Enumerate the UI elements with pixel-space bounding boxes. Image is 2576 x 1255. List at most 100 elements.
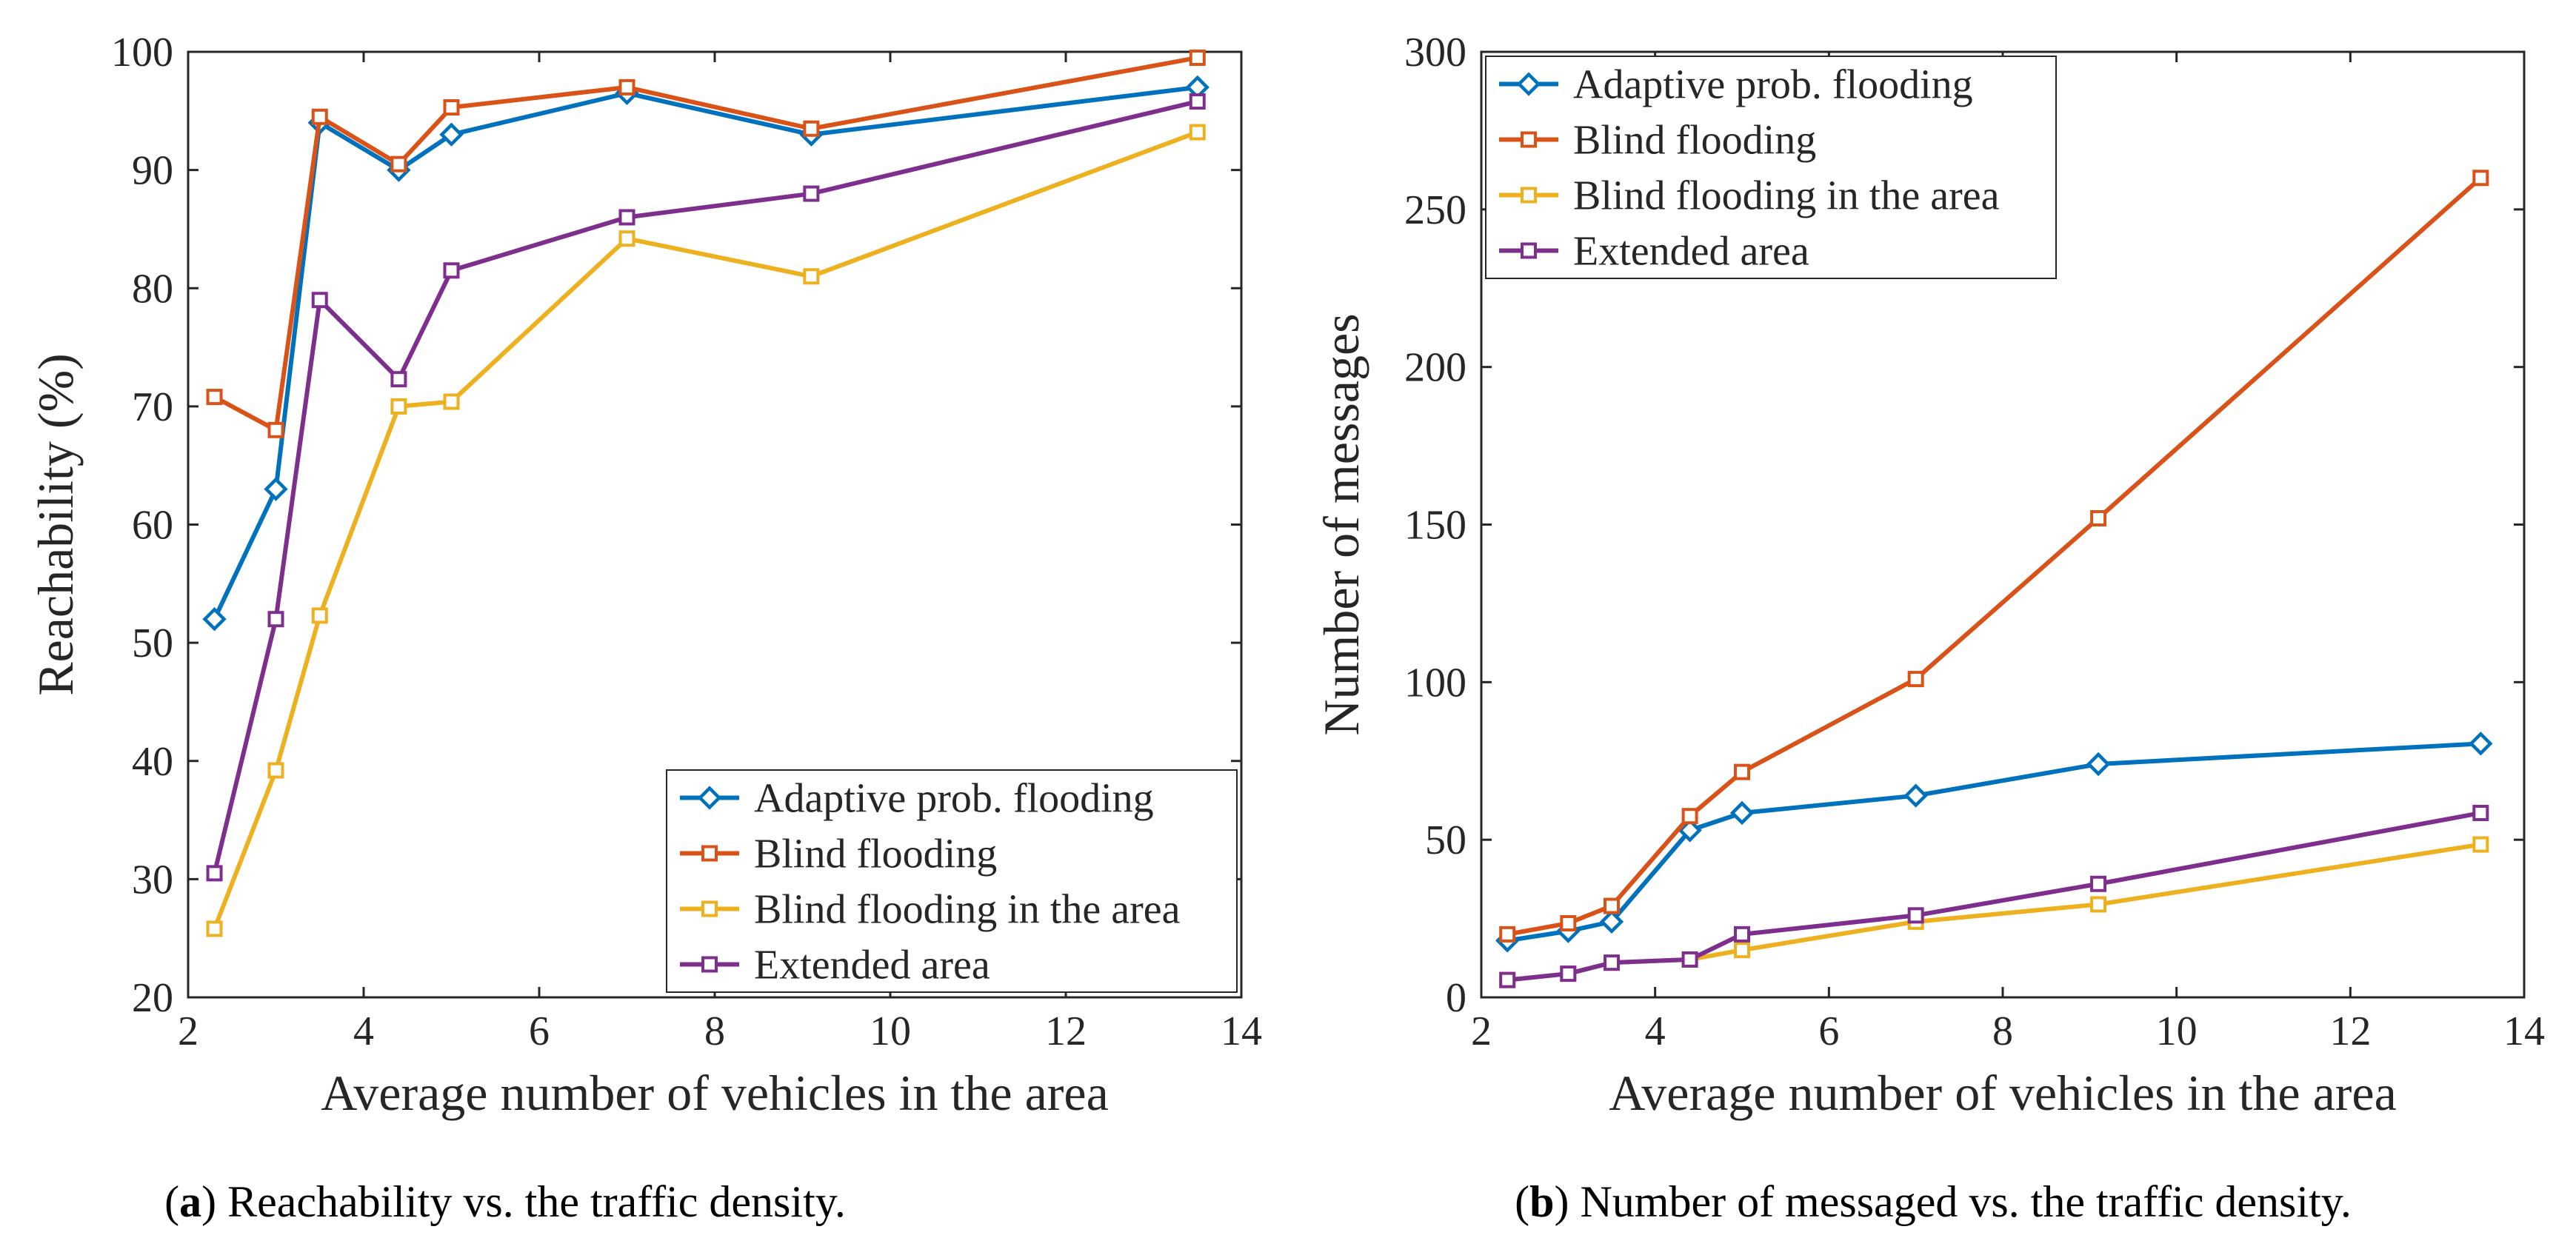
data-point-square [1734, 942, 1750, 959]
data-point-square [443, 393, 460, 410]
series-line [212, 84, 1198, 620]
x-tick-label: 6 [529, 1008, 550, 1054]
data-point-square [1189, 49, 1206, 66]
caption-a-open-paren: ( [164, 1177, 179, 1226]
legend-marker-square [701, 900, 718, 917]
x-tick-label: 2 [1471, 1008, 1492, 1054]
legend-label: Blind flooding [1573, 118, 1816, 164]
data-point-square [2090, 875, 2107, 892]
caption-b-open-paren: ( [1515, 1177, 1529, 1226]
series-line [212, 130, 1198, 930]
x-tick-label: 4 [1645, 1008, 1666, 1054]
y-axis-label: Reachability (%) [27, 353, 84, 696]
caption-b: (b) Number of messaged vs. the traffic d… [1515, 1177, 2352, 1226]
data-point-square [1604, 897, 1620, 914]
data-point-square [390, 371, 407, 388]
y-axis-label: Number of messages [1313, 313, 1369, 735]
caption-a: (a) Reachability vs. the traffic density… [164, 1177, 846, 1226]
legend-marker-diamond [697, 786, 722, 810]
data-point-diamond [1729, 800, 1755, 826]
data-point-square [1604, 954, 1620, 971]
legend-marker-diamond [1516, 72, 1541, 96]
x-tick-label: 12 [1045, 1008, 1087, 1054]
data-point-square [390, 398, 407, 415]
y-tick-label: 60 [132, 503, 173, 549]
data-point-square [311, 607, 328, 624]
y-tick-label: 100 [111, 30, 173, 76]
data-point-square [443, 262, 460, 279]
data-point-diamond [2086, 752, 2111, 777]
data-point-square [618, 209, 635, 226]
data-point-square [267, 611, 284, 628]
x-tick-label: 8 [1992, 1008, 2013, 1054]
data-point-diamond [1599, 909, 1624, 934]
x-tick-label: 14 [2503, 1008, 2545, 1054]
caption-b-text: ) Number of messaged vs. the traffic den… [1554, 1177, 2351, 1226]
legend-marker-square [701, 956, 718, 973]
legend-label: Extended area [1573, 229, 1809, 275]
data-point-square [1189, 93, 1206, 110]
data-point-square [1560, 965, 1577, 983]
data-point-diamond [1678, 818, 1702, 843]
data-point-square [390, 155, 407, 173]
x-tick-label: 2 [178, 1008, 198, 1054]
y-tick-label: 0 [1446, 975, 1466, 1021]
series-line [213, 56, 1198, 432]
series-line [1506, 811, 2481, 983]
legend-marker-square [1521, 187, 1537, 204]
x-tick-label: 10 [2156, 1008, 2198, 1054]
legend-label: Blind flooding [754, 831, 997, 877]
data-point-square [618, 230, 635, 247]
data-point-diamond [1903, 783, 1928, 808]
data-point-diamond [2469, 732, 2493, 756]
legend-label: Extended area [754, 943, 990, 988]
y-tick-label: 200 [1404, 345, 1466, 391]
y-tick-label: 80 [132, 266, 173, 312]
caption-b-letter: b [1529, 1177, 1554, 1226]
data-point-square [1681, 808, 1698, 825]
data-point-square [1560, 914, 1577, 931]
y-tick-label: 40 [132, 739, 173, 785]
data-point-square [2090, 896, 2107, 913]
legend-label: Adaptive prob. flooding [1573, 62, 1973, 108]
legend-marker-square [1521, 242, 1537, 259]
chart-reachability: 2 4 6 8 10 12 14 20 30 40 50 60 70 80 90 100 Average num… [27, 30, 1262, 1121]
y-tick-label: 250 [1404, 187, 1466, 233]
y-tick-label: 300 [1404, 30, 1466, 76]
legend-marker-square [701, 845, 718, 862]
x-tick-label: 4 [353, 1008, 374, 1054]
data-point-square [1907, 907, 1924, 924]
data-point-square [2090, 509, 2107, 526]
legend-label: Blind flooding in the area [754, 887, 1181, 933]
data-point-square [2472, 836, 2489, 853]
y-tick-label: 150 [1404, 503, 1466, 549]
data-point-diamond [264, 477, 288, 501]
y-tick-label: 70 [132, 384, 173, 430]
data-point-square [803, 185, 820, 202]
data-point-square [1499, 971, 1516, 988]
y-tick-label: 90 [132, 148, 173, 194]
data-point-square [267, 762, 284, 779]
x-tick-label: 6 [1818, 1008, 1839, 1054]
data-point-square [206, 389, 223, 406]
series-line [212, 99, 1198, 874]
x-tick-label: 14 [1221, 1008, 1262, 1054]
legend-box [1485, 56, 2057, 279]
data-point-square [803, 120, 820, 137]
y-tick-label: 30 [132, 857, 173, 903]
data-point-square [1734, 926, 1750, 943]
legend-box [666, 769, 1238, 993]
x-tick-label: 12 [2329, 1008, 2371, 1054]
data-point-square [1907, 671, 1924, 688]
data-point-square [1681, 951, 1698, 968]
legend-label: Blind flooding in the area [1573, 173, 2000, 219]
data-point-square [206, 920, 223, 937]
data-point-square [1499, 926, 1516, 943]
x-axis-label: Average number of vehicles in the area [1609, 1065, 2397, 1121]
data-point-square [206, 865, 223, 882]
y-tick-label: 100 [1404, 660, 1466, 706]
data-point-diamond [202, 607, 227, 632]
data-point-diamond [439, 122, 464, 147]
data-point-square [311, 108, 328, 125]
